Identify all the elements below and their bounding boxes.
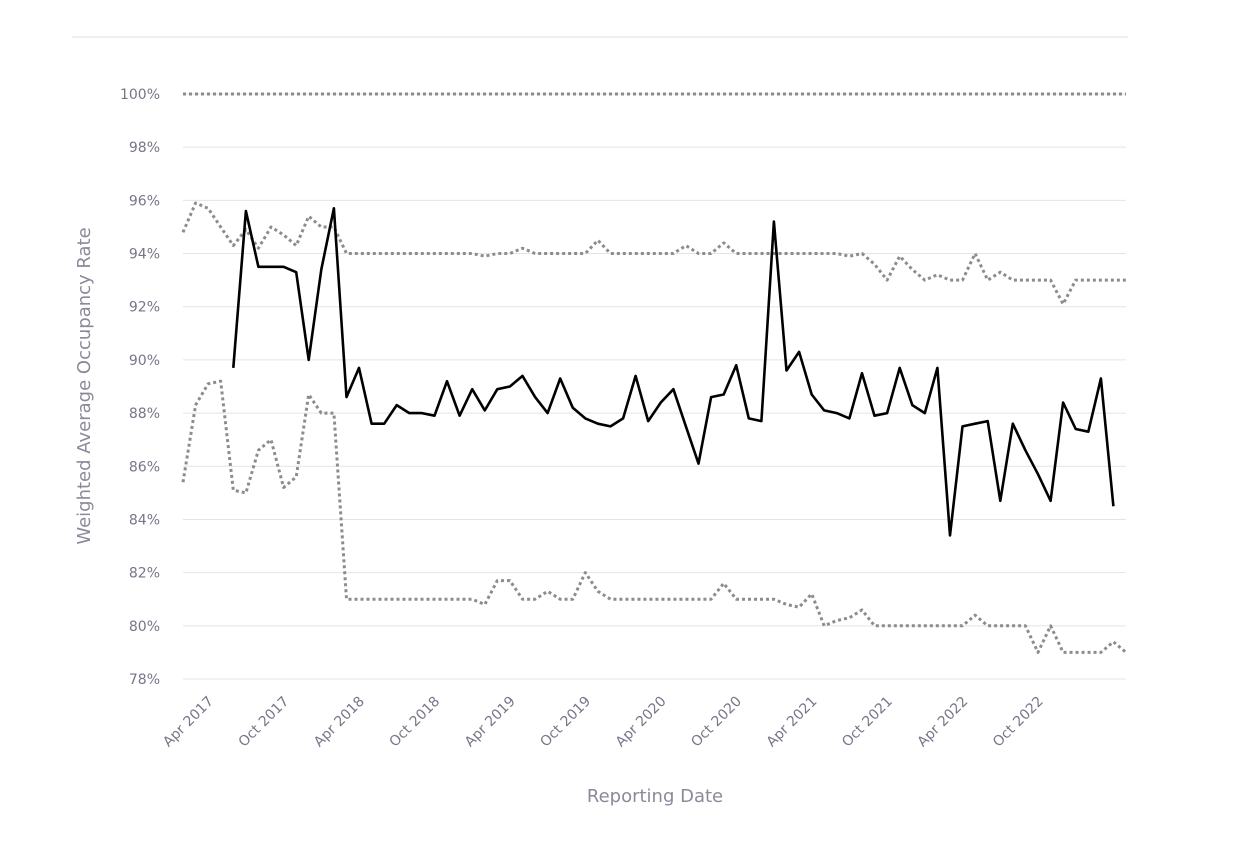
x-tick-label: Apr 2020 <box>613 694 670 751</box>
y-tick-label: 88% <box>129 406 160 422</box>
y-tick-label: 90% <box>129 353 160 369</box>
series <box>181 92 1127 654</box>
x-tick-label: Apr 2018 <box>311 694 368 751</box>
x-tick-label: Oct 2018 <box>387 694 444 751</box>
y-tick-label: 86% <box>129 459 160 475</box>
x-tick-label: Apr 2017 <box>160 694 217 751</box>
y-tick-label: 84% <box>129 512 160 528</box>
x-tick-label: Apr 2019 <box>462 694 519 751</box>
y-tick-label: 82% <box>129 566 160 582</box>
y-tick-label: 100% <box>120 87 160 103</box>
y-tick-label: 80% <box>129 619 160 635</box>
x-tick-label: Apr 2022 <box>915 694 972 751</box>
x-tick-label: Oct 2021 <box>839 694 896 751</box>
x-tick-label: Oct 2017 <box>236 694 293 751</box>
y-tick-label: 92% <box>129 300 160 316</box>
series-line-main <box>232 207 1115 537</box>
y-tick-label: 98% <box>129 140 160 156</box>
gridlines <box>183 93 1126 680</box>
y-tick-label: 94% <box>129 247 160 263</box>
y-tick-label: 96% <box>129 193 160 209</box>
x-tick-label: Oct 2020 <box>688 694 745 751</box>
x-tick-label: Apr 2021 <box>764 694 821 751</box>
x-axis-title: Reporting Date <box>587 786 723 807</box>
y-axis-title: Weighted Average Occupancy Rate <box>74 227 95 544</box>
x-tick-label: Oct 2019 <box>537 694 594 751</box>
x-tick-label: Oct 2022 <box>990 694 1047 751</box>
y-tick-label: 78% <box>129 672 160 688</box>
x-axis-ticks: Apr 2017 Oct 2017 Apr 2018 Oct 2018 Apr 2019… <box>160 694 1047 751</box>
series-line-range-1 <box>181 201 1126 306</box>
y-axis-ticks: 100% 98% 96% 94% 92% 90% 88% 86% 84% 82% 80% 78% <box>120 87 160 688</box>
